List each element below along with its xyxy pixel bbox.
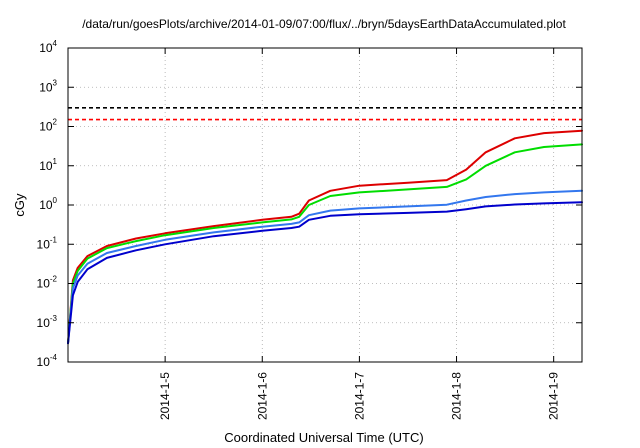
y-tick-label: 10-3 — [37, 314, 58, 330]
y-axis-ticks: 10-4 10-3 10-2 10-1 100 101 102 103 104 — [37, 39, 582, 369]
series-line-2 — [67, 143, 583, 345]
x-axis-label: Coordinated Universal Time (UTC) — [224, 430, 423, 445]
y-tick-label: 10-4 — [37, 353, 58, 369]
y-tick-label: 102 — [39, 118, 57, 134]
series-line-4 — [67, 201, 583, 345]
y-tick-label: 10-2 — [37, 275, 58, 291]
x-tick-label: 2014-1-7 — [352, 372, 366, 420]
y-axis-label: cGy — [12, 193, 27, 217]
series-lines — [67, 129, 583, 345]
y-tick-label: 10-1 — [37, 235, 58, 251]
x-tick-label: 2014-1-5 — [158, 372, 172, 420]
y-tick-label: 104 — [39, 39, 57, 55]
x-tick-label: 2014-1-9 — [547, 372, 561, 420]
x-tick-label: 2014-1-6 — [255, 372, 269, 420]
chart-title: /data/run/goesPlots/archive/2014-01-09/0… — [82, 17, 566, 31]
y-tick-label: 101 — [39, 157, 57, 173]
series-line-3 — [67, 189, 583, 345]
x-axis-ticks: 2014-1-5 2014-1-6 2014-1-7 2014-1-8 2014-1-9 — [158, 48, 561, 420]
series-line-1 — [67, 129, 583, 345]
x-tick-label: 2014-1-8 — [450, 372, 464, 420]
y-tick-label: 100 — [39, 196, 57, 212]
threshold-lines — [68, 106, 582, 121]
y-tick-label: 103 — [39, 78, 57, 94]
